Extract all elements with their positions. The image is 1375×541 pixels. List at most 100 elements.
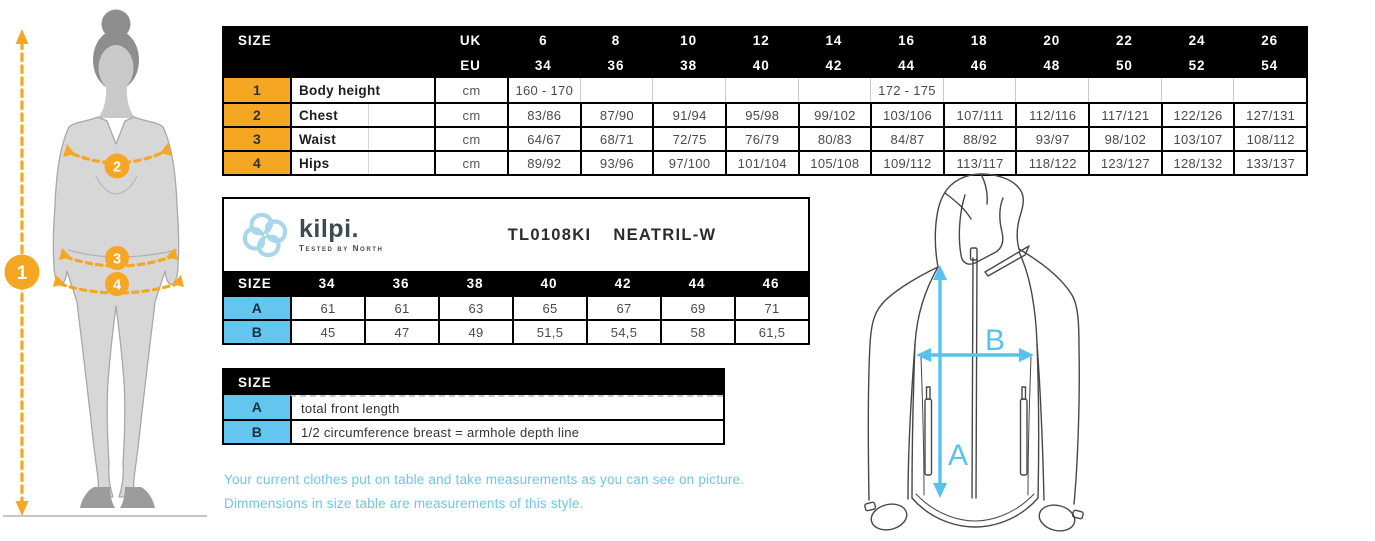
left-body-edge: [911, 343, 916, 499]
value-cell: 93/97: [1015, 126, 1089, 150]
value-cell: 133/137: [1233, 150, 1306, 174]
eu-size-48: 48: [1015, 53, 1089, 78]
right-pocket-pull: [1021, 386, 1027, 400]
body-measurement-figure: 1 2 3 4: [3, 9, 207, 517]
jacket-measurement-diagram: A B: [864, 173, 1084, 532]
value-cell: 63: [438, 295, 512, 319]
measurement-point-badges: 1 2 3 4: [4, 153, 130, 296]
legend-desc-B: 1/2 circumference breast = armhole depth…: [290, 419, 723, 443]
left-sleeve-outer: [867, 266, 939, 501]
row-label: Hips: [290, 150, 434, 174]
right-body-edge: [1036, 343, 1040, 499]
row-unit: cm: [434, 102, 507, 126]
product-size-table: SIZE 34 36 38 40 42 44 46 A 61 61 63 65 67 69 71 B 45 47 49…: [224, 271, 808, 343]
left-cuff-tab: [864, 501, 877, 512]
hood: [934, 173, 1024, 268]
size-36: 36: [364, 271, 438, 295]
row-label: Waist: [290, 126, 434, 150]
value-cell: 101/104: [724, 150, 798, 174]
jacket-outline: [864, 173, 1084, 532]
size-header: SIZE: [224, 271, 290, 295]
value-cell: 99/102: [797, 102, 871, 126]
hem: [911, 497, 1039, 528]
eu-size-40: 40: [724, 53, 798, 78]
eu-size-34: 34: [507, 53, 580, 78]
value-cell: [1160, 78, 1234, 102]
point-1-label: 1: [17, 263, 28, 284]
body-size-table: SIZE UK 6 8 10 12 14 16 18 20 22 24 26 EU 34 36 38 40 42 44…: [222, 26, 1308, 176]
jacket-label-b: B: [985, 324, 1005, 357]
value-cell: 128/132: [1160, 150, 1234, 174]
note-line-2: Dimmensions in size table are measuremen…: [224, 496, 584, 511]
eu-header: EU: [434, 53, 507, 78]
product-name: NEATRIL-W: [613, 225, 717, 244]
value-cell: 84/87: [870, 126, 943, 150]
row-label: Body height: [290, 78, 434, 102]
left-cuff: [870, 503, 908, 531]
hips-arrow-left: [53, 275, 65, 287]
value-cell: [942, 78, 1016, 102]
arrow-down: [15, 501, 29, 516]
value-cell: 61: [364, 295, 438, 319]
value-cell: 80/83: [797, 126, 871, 150]
uk-size-16: 16: [870, 28, 943, 53]
value-cell: 49: [438, 319, 512, 343]
left-foot: [80, 487, 115, 508]
eu-size-54: 54: [1233, 53, 1306, 78]
brand-logo: kilpi. Tested by North: [224, 210, 422, 260]
header-filler: [224, 53, 434, 78]
product-size-block: kilpi. Tested by North TL0108KI NEATRIL-…: [222, 197, 810, 345]
uk-size-10: 10: [652, 28, 725, 53]
value-cell: 64/67: [507, 126, 580, 150]
value-cell: 65: [512, 295, 586, 319]
left-pocket-pull: [925, 386, 931, 400]
value-cell: 71: [734, 295, 808, 319]
product-title: TL0108KI NEATRIL-W: [422, 226, 808, 245]
row-num: 2: [224, 102, 290, 126]
value-cell: 95/98: [724, 102, 798, 126]
uk-header: UK: [434, 28, 507, 53]
uk-size-14: 14: [797, 28, 871, 53]
value-cell: 91/94: [652, 102, 725, 126]
size-38: 38: [438, 271, 512, 295]
value-cell: 45: [290, 319, 364, 343]
eu-size-38: 38: [652, 53, 725, 78]
uk-size-12: 12: [724, 28, 798, 53]
hood-opening: [958, 194, 1004, 265]
uk-size-8: 8: [579, 28, 653, 53]
face: [98, 45, 134, 91]
collar-flap: [984, 245, 1030, 277]
value-cell: 83/86: [507, 102, 580, 126]
value-cell: [1015, 78, 1089, 102]
eu-size-42: 42: [797, 53, 871, 78]
neck: [98, 82, 135, 118]
value-cell: 68/71: [579, 126, 653, 150]
brand-header: kilpi. Tested by North TL0108KI NEATRIL-…: [224, 199, 808, 271]
jacket-label-a: A: [948, 439, 968, 472]
eu-size-36: 36: [579, 53, 653, 78]
row-key-B: B: [224, 319, 290, 343]
brand-name: kilpi.: [299, 215, 359, 243]
value-cell: 61,5: [734, 319, 808, 343]
size-header: SIZE: [224, 28, 434, 53]
value-cell: 108/112: [1233, 126, 1306, 150]
row-key-A: A: [224, 295, 290, 319]
value-cell: 160 - 170: [507, 78, 580, 102]
row-label: Chest: [290, 102, 434, 126]
value-cell: 88/92: [942, 126, 1016, 150]
value-cell: 61: [290, 295, 364, 319]
uk-size-6: 6: [507, 28, 580, 53]
kilpi-knot-icon: [242, 212, 288, 258]
value-cell: 117/121: [1088, 102, 1161, 126]
chest-arrow-left: [63, 144, 75, 157]
arrow-b-head-right: [1019, 348, 1034, 362]
value-cell: 76/79: [724, 126, 798, 150]
uk-size-20: 20: [1015, 28, 1089, 53]
point-3-badge: [105, 246, 129, 270]
uk-size-26: 26: [1233, 28, 1306, 53]
size-42: 42: [586, 271, 660, 295]
arrow-up: [15, 29, 29, 44]
arrow-a-head-bottom: [933, 483, 947, 498]
